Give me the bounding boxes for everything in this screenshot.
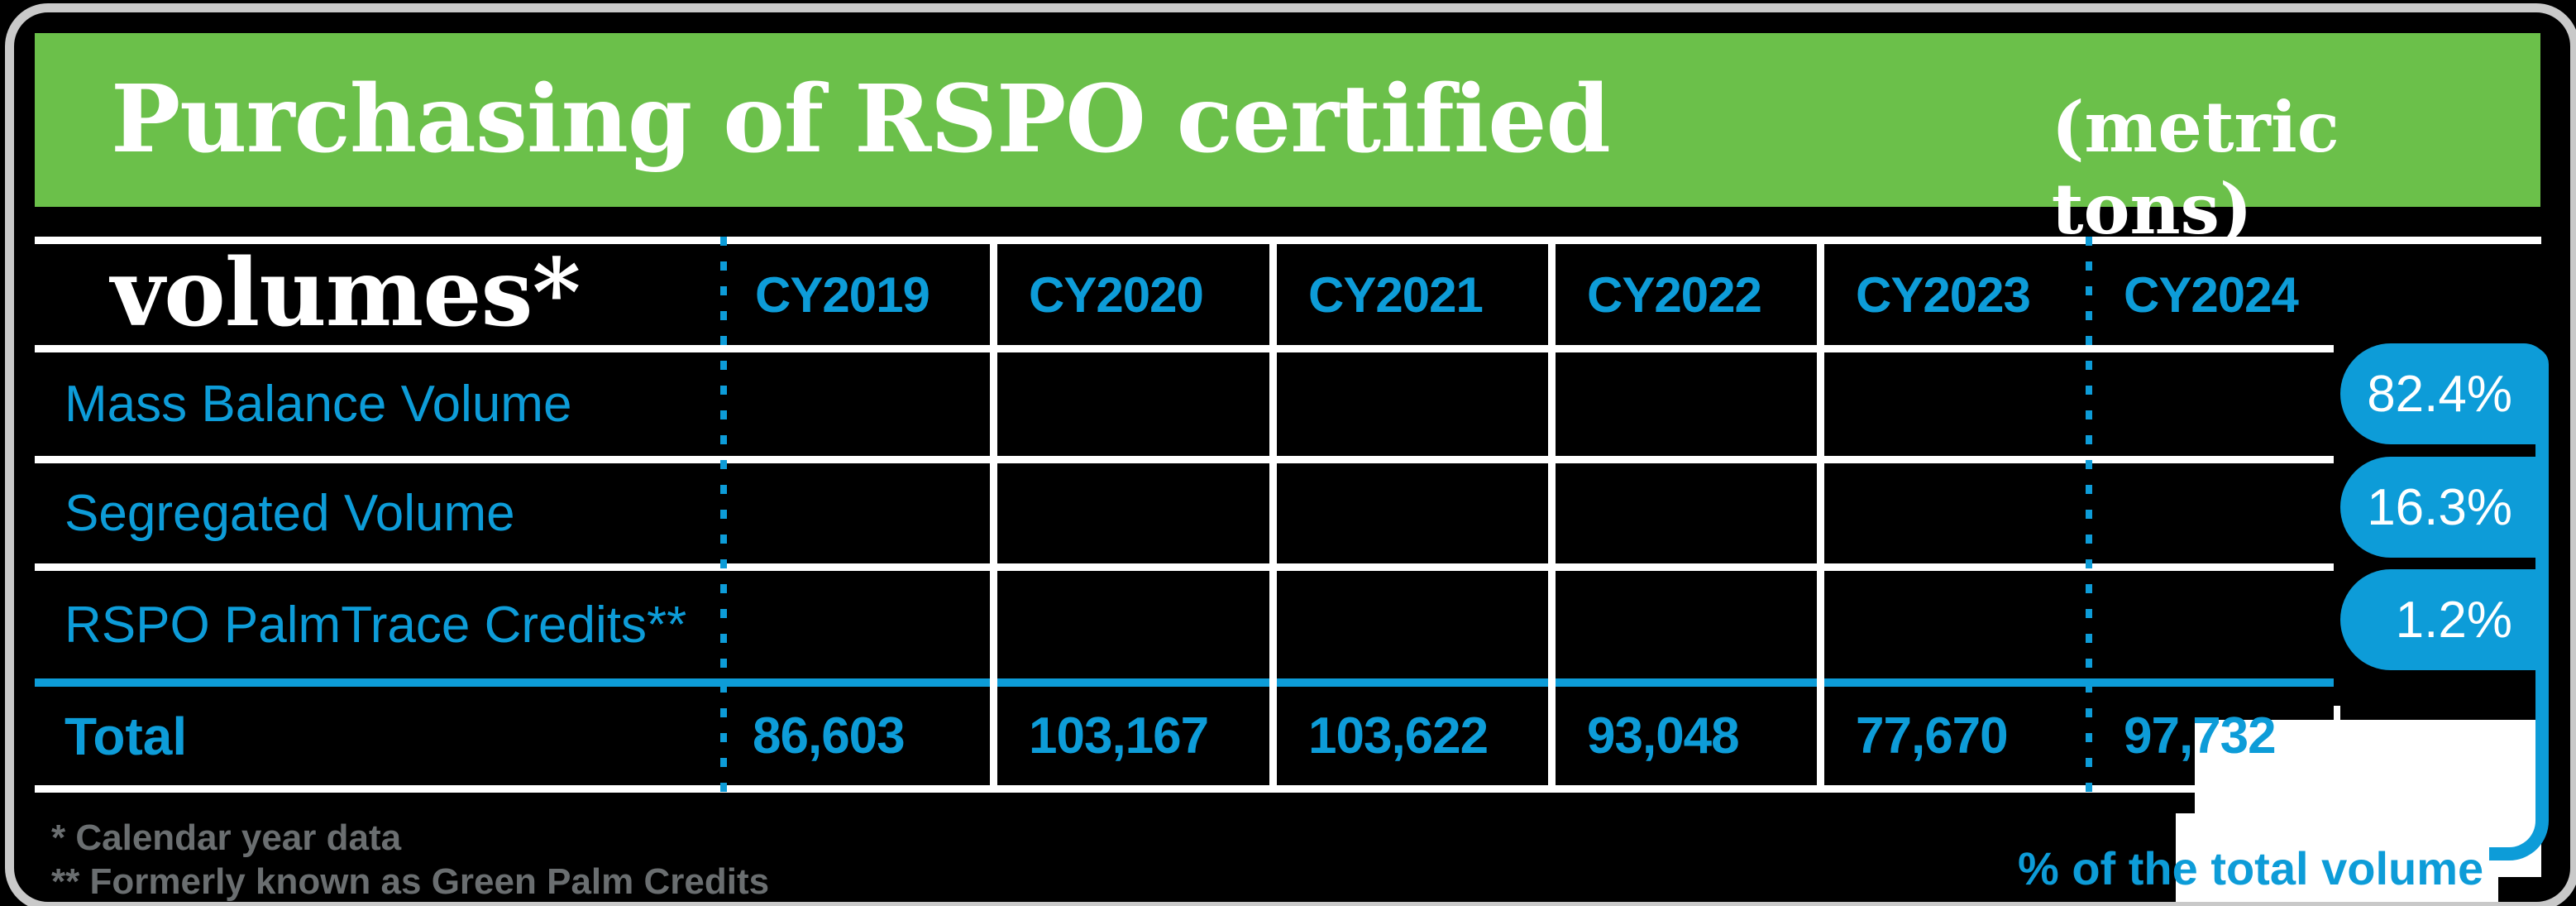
- total-value-cy2021: 103,622: [1308, 707, 1489, 765]
- column-header-cy2022: CY2022: [1587, 266, 1762, 323]
- page-title: Purchasing of RSPO certified volumes*: [111, 65, 1611, 348]
- total-value-cy2022: 93,048: [1587, 707, 1740, 765]
- percent-badge-mass-balance: 82.4%: [2340, 343, 2549, 444]
- column-divider: [1817, 237, 1824, 793]
- row-label-mass-balance: Mass Balance Volume: [65, 376, 572, 433]
- table-bottom-border: [35, 785, 2334, 793]
- total-separator-line: [35, 678, 2334, 687]
- page-title-unit: (metric tons): [2051, 86, 2339, 250]
- header-separator-line: [35, 345, 2334, 352]
- row-separator-line: [35, 456, 2334, 463]
- dotted-column-divider: [2086, 237, 2092, 793]
- column-divider: [990, 237, 997, 793]
- percent-badge-segregated: 16.3%: [2340, 457, 2549, 558]
- title-banner: Purchasing of RSPO certified volumes* (m…: [35, 33, 2540, 348]
- percent-of-total-volume-label: % of the total volume: [2018, 842, 2484, 894]
- total-value-cy2019: 86,603: [753, 707, 906, 765]
- dotted-column-divider: [720, 237, 727, 793]
- column-divider: [1269, 237, 1277, 793]
- table-top-border: [35, 237, 2541, 244]
- row-label-palmtrace-credits: RSPO PalmTrace Credits**: [65, 596, 687, 654]
- total-row-label: Total: [65, 706, 188, 766]
- column-divider: [1548, 237, 1556, 793]
- table-right-edge-tick: [2334, 706, 2340, 720]
- row-separator-line: [35, 563, 2334, 571]
- column-header-cy2019: CY2019: [755, 266, 930, 323]
- total-value-cy2023: 77,670: [1856, 707, 2009, 765]
- row-label-segregated: Segregated Volume: [65, 485, 515, 542]
- footnote-calendar-year: * Calendar year data: [51, 817, 402, 858]
- column-header-cy2020: CY2020: [1029, 266, 1204, 323]
- column-header-cy2024: CY2024: [2124, 266, 2299, 323]
- percent-badge-palmtrace: 1.2%: [2340, 569, 2549, 670]
- column-header-cy2021: CY2021: [1308, 266, 1484, 323]
- total-value-cy2020: 103,167: [1029, 707, 1209, 765]
- column-header-cy2023: CY2023: [1856, 266, 2031, 323]
- footnotes: * Calendar year data ** Formerly known a…: [51, 816, 769, 904]
- total-value-cy2024: 97,732: [2124, 707, 2277, 765]
- footnote-green-palm: ** Formerly known as Green Palm Credits: [51, 861, 770, 902]
- callout-label-box: [2176, 813, 2498, 904]
